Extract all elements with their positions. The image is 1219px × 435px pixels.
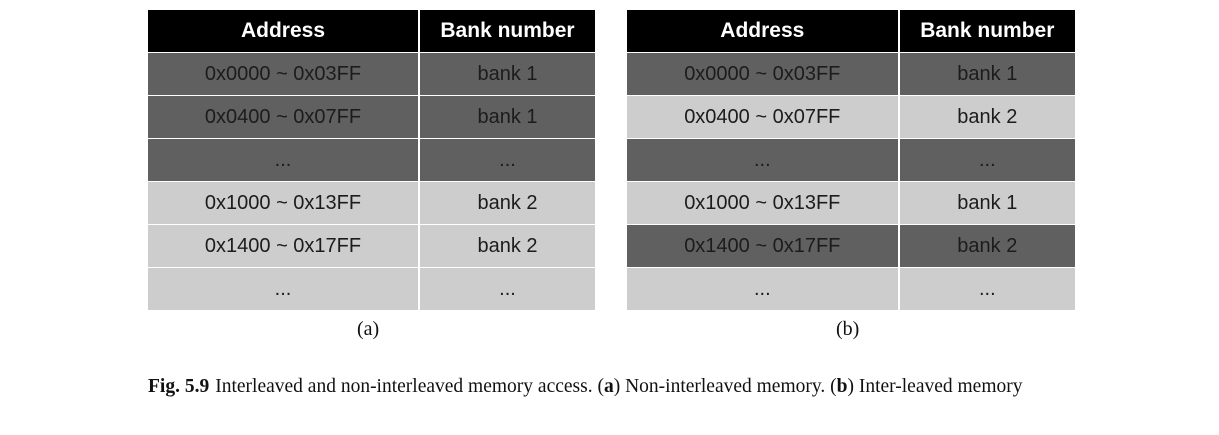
address-cell: 0x1000 ~ 0x13FF <box>148 181 420 224</box>
table-row: 0x1400 ~ 0x17FF bank 2 <box>148 224 595 267</box>
address-cell: ... <box>627 267 900 310</box>
address-cell: 0x0400 ~ 0x07FF <box>148 95 420 138</box>
table-b-interleaved: Address Bank number 0x0000 ~ 0x03FF bank … <box>627 10 1075 310</box>
table-row: 0x0400 ~ 0x07FF bank 1 <box>148 95 595 138</box>
address-cell: 0x0000 ~ 0x03FF <box>627 52 900 95</box>
bank-cell: ... <box>899 138 1075 181</box>
bank-cell: bank 2 <box>899 224 1075 267</box>
bank-cell: bank 1 <box>420 52 595 95</box>
header-bank-number: Bank number <box>899 10 1075 52</box>
table-row: 0x1400 ~ 0x17FF bank 2 <box>627 224 1075 267</box>
header-bank-number: Bank number <box>420 10 595 52</box>
bank-cell: bank 1 <box>899 181 1075 224</box>
header-address: Address <box>627 10 900 52</box>
figure-label: Fig. 5.9 <box>148 376 210 397</box>
caption-text-1: Interleaved and non-interleaved memory a… <box>215 376 604 397</box>
figure-caption: Fig. 5.9 Interleaved and non-interleaved … <box>148 373 1078 400</box>
bank-cell: ... <box>420 138 595 181</box>
table-row: 0x0400 ~ 0x07FF bank 2 <box>627 95 1075 138</box>
table-row: ...... <box>148 267 595 310</box>
caption-letter-b: b <box>836 376 848 397</box>
address-cell: ... <box>627 138 900 181</box>
address-cell: 0x1400 ~ 0x17FF <box>148 224 420 267</box>
caption-letter-a: a <box>603 376 614 397</box>
table-row: ...... <box>148 138 595 181</box>
table-row: 0x0000 ~ 0x03FF bank 1 <box>148 52 595 95</box>
caption-text-3: ) Inter-leaved memory <box>847 376 1023 397</box>
bank-cell: ... <box>899 267 1075 310</box>
table-header-row: Address Bank number <box>627 10 1075 52</box>
bank-cell: bank 2 <box>899 95 1075 138</box>
table-row: 0x1000 ~ 0x13FF bank 1 <box>627 181 1075 224</box>
address-cell: 0x1400 ~ 0x17FF <box>627 224 900 267</box>
table-row: ...... <box>627 267 1075 310</box>
subfigure-label-b: (b) <box>836 318 860 340</box>
address-cell: 0x0000 ~ 0x03FF <box>148 52 420 95</box>
address-cell: ... <box>148 138 420 181</box>
table-row: ...... <box>627 138 1075 181</box>
bank-cell: bank 1 <box>899 52 1075 95</box>
header-address: Address <box>148 10 420 52</box>
bank-cell: ... <box>420 267 595 310</box>
address-cell: 0x0400 ~ 0x07FF <box>627 95 900 138</box>
bank-cell: bank 2 <box>420 224 595 267</box>
address-cell: 0x1000 ~ 0x13FF <box>627 181 900 224</box>
table-row: 0x0000 ~ 0x03FF bank 1 <box>627 52 1075 95</box>
subfigure-label-a: (a) <box>357 318 380 340</box>
table-row: 0x1000 ~ 0x13FF bank 2 <box>148 181 595 224</box>
bank-cell: bank 1 <box>420 95 595 138</box>
address-cell: ... <box>148 267 420 310</box>
table-header-row: Address Bank number <box>148 10 595 52</box>
bank-cell: bank 2 <box>420 181 595 224</box>
table-a-non-interleaved: Address Bank number 0x0000 ~ 0x03FF bank … <box>148 10 595 310</box>
caption-text-2: ) Non-interleaved memory. ( <box>613 376 837 397</box>
